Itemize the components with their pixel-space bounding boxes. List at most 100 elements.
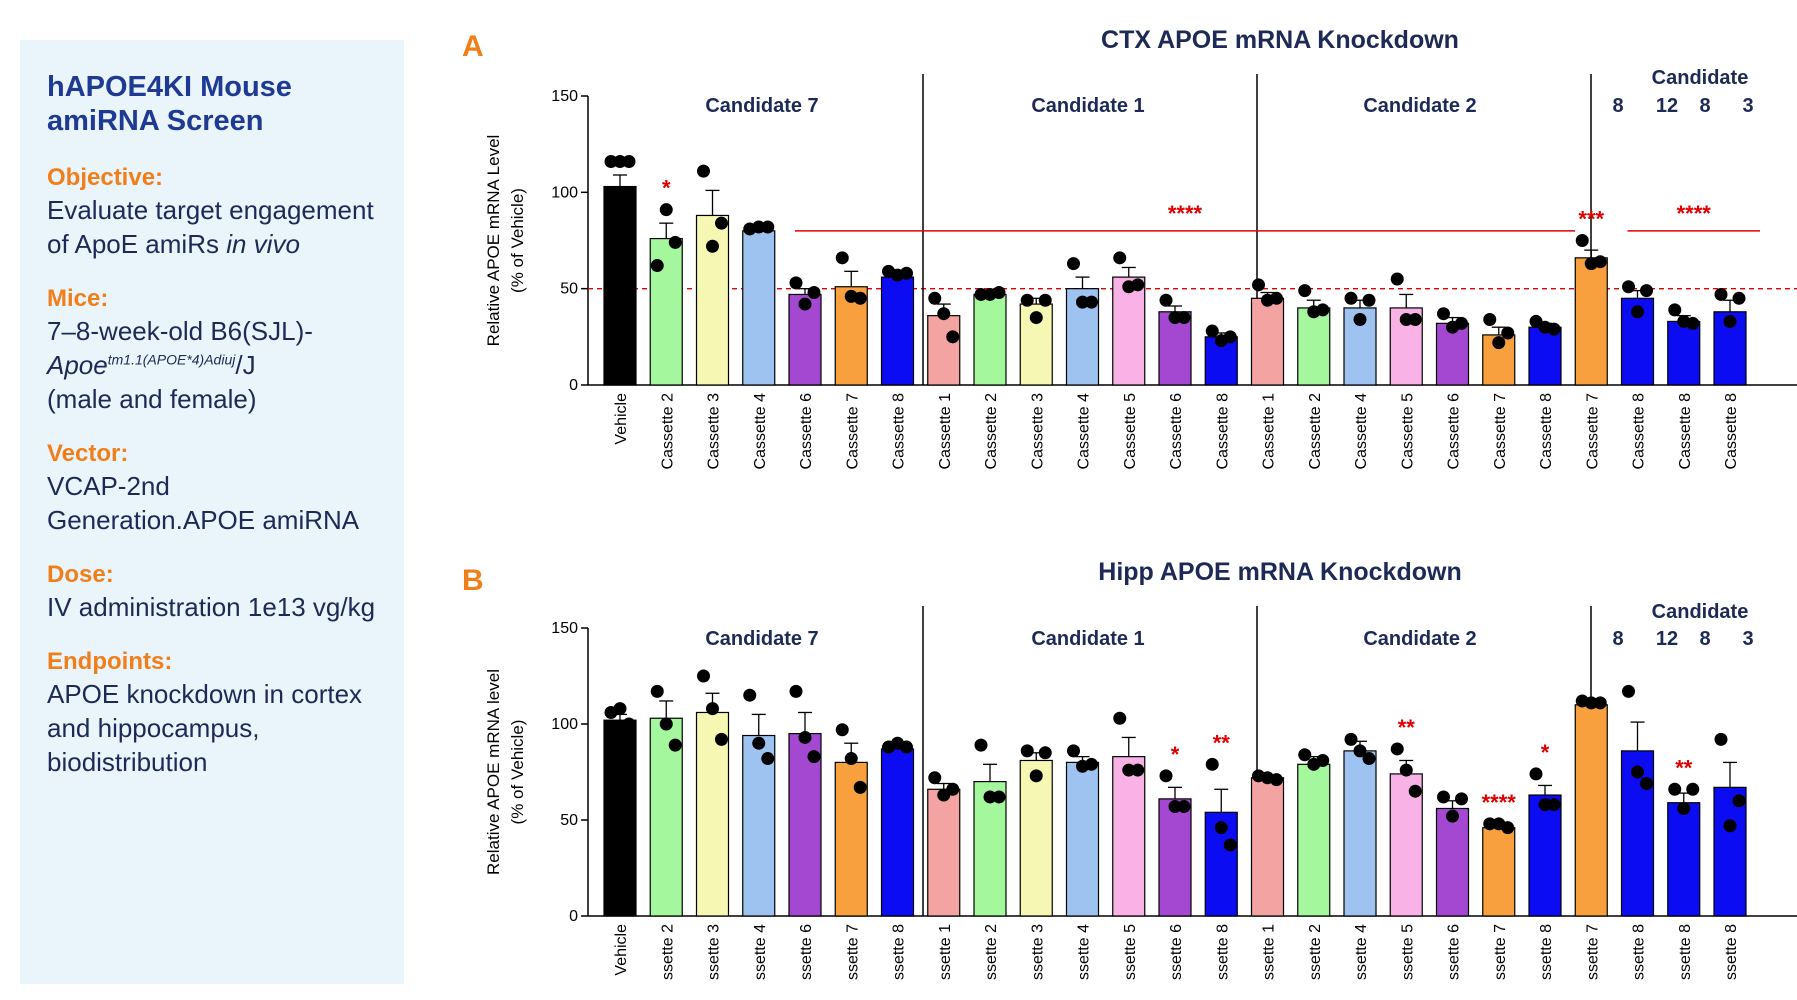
panel-b-data-point <box>761 752 775 766</box>
panel-b-x-tick-label-group: Vehicle <box>613 924 630 976</box>
panel-b-x-tick-label: ssette 8 <box>1677 924 1694 980</box>
mice-line-1: 7–8-week-old B6(SJL)- <box>47 316 313 346</box>
panel-a-data-point <box>604 155 618 169</box>
panel-b-x-tick-label-group: ssette 2 <box>1307 924 1324 980</box>
panel-a-data-point <box>1455 316 1468 330</box>
panel-a-group-label: Candidate 1 <box>1031 95 1144 117</box>
panel-b-x-tick-label-group: ssette 3 <box>706 924 723 980</box>
panel-b-group-label: Candidate 1 <box>1031 628 1144 650</box>
panel-a-data-point <box>789 276 803 290</box>
panel-a-y-axis-label: Relative APOE mRNA Level (% of Vehicle) <box>484 135 527 347</box>
mice-gene: Apoe <box>47 350 108 380</box>
panel-a-data-point <box>1723 314 1737 328</box>
panel-a-x-tick-label-group: Cassette 8 <box>1631 393 1648 470</box>
panel-b-bar <box>1250 777 1285 917</box>
panel-b-letter: B <box>462 564 484 597</box>
panel-a-x-tick-label-group: Cassette 7 <box>1584 393 1601 470</box>
panel-b-data-point <box>1168 800 1182 814</box>
panel-b-significance-mark: ** <box>1398 715 1416 740</box>
panel-b-data-point <box>743 688 757 702</box>
panel-b-significance-mark: **** <box>1482 790 1517 815</box>
panel-b-data-point <box>1159 769 1173 783</box>
panel-b-data-point <box>1113 711 1127 725</box>
panel-b-x-tick-label: ssette 5 <box>1399 924 1416 980</box>
panel-a-significance-mark: **** <box>1168 201 1203 226</box>
panel-b-data-point <box>1038 746 1052 760</box>
panel-b-data-point <box>1677 801 1691 815</box>
panel-a-x-tick-label: Cassette 3 <box>1029 393 1046 470</box>
panel-b-y-tick-label: 150 <box>551 620 578 637</box>
panel-b-x-tick-label: ssette 7 <box>1584 924 1601 980</box>
panel-b-data-point <box>853 780 867 794</box>
panel-a-data-point <box>1076 295 1089 309</box>
panel-b-x-tick-label-group: ssette 8 <box>1631 924 1648 980</box>
panel-b-bar <box>1574 704 1608 917</box>
panel-b-x-tick-label: ssette 8 <box>891 924 908 980</box>
panel-a-title: CTX APOE mRNA Knockdown <box>1101 26 1459 54</box>
panel-b-bar <box>1528 794 1562 917</box>
panel-b-data-point <box>1714 732 1728 746</box>
panel-b-data-point <box>1631 765 1644 779</box>
panel-b-x-tick-label: ssette 8 <box>1538 924 1555 980</box>
panel-b-data-point <box>1085 757 1098 771</box>
panel-a-x-tick-label: Cassette 8 <box>1723 393 1740 470</box>
panel-b-title: Hipp APOE mRNA Knockdown <box>1098 558 1461 586</box>
panel-b-significance-mark: ** <box>1213 730 1231 755</box>
panel-a-data-point <box>1029 311 1043 325</box>
panel-a-x-tick-label-group: Cassette 4 <box>752 393 769 470</box>
panel-a-x-tick-label: Cassette 6 <box>1446 393 1463 470</box>
panel-b-bar <box>1112 756 1146 917</box>
panel-a-x-tick-label-group: Cassette 2 <box>1307 393 1324 470</box>
panel-a-bar <box>742 230 776 386</box>
panel-a-bar <box>1667 320 1701 386</box>
panel-a-y-tick-label: 0 <box>569 377 578 394</box>
panel-b-data-point <box>622 717 636 731</box>
panel-a-data-point <box>1640 284 1653 298</box>
panel-b-data-point <box>1622 684 1635 698</box>
panel-b-data-point <box>1437 790 1450 804</box>
panel-b-data-point <box>1122 763 1136 777</box>
panel-a-bar <box>1574 257 1608 386</box>
mice-allele: tm1.1(APOE*4)Adiuj <box>107 351 236 368</box>
panel-a-group-sublabel: 12 <box>1656 95 1678 117</box>
panel-b-data-point <box>1723 819 1737 833</box>
panel-b-data-point <box>659 717 673 731</box>
panel-a-data-point <box>900 266 913 280</box>
panel-b-data-point <box>1686 782 1700 796</box>
panel-a-data-point <box>928 291 942 305</box>
panel-b-x-tick-label-group: ssette 6 <box>1446 924 1463 980</box>
panel-a-data-point <box>706 239 719 253</box>
panel-b-data-point <box>1399 763 1413 777</box>
panel-b-group-label: Candidate 2 <box>1363 628 1476 650</box>
panel-a-bar <box>603 185 637 386</box>
panel-b-data-point <box>668 738 682 752</box>
panel-a-x-tick-label: Cassette 1 <box>1261 393 1278 470</box>
panel-b-data-point <box>1640 777 1653 791</box>
panel-a-data-point <box>1501 326 1515 340</box>
panel-a-data-point <box>1131 278 1145 292</box>
panel-a-x-tick-label-group: Cassette 6 <box>798 393 815 470</box>
panel-a-x-tick-label: Cassette 7 <box>1584 393 1601 470</box>
panel-a-significance-mark: **** <box>1677 201 1712 226</box>
panel-a-x-tick-label: Cassette 7 <box>1492 393 1509 470</box>
panel-a-data-point <box>752 220 766 234</box>
panel-b-group-label: Candidate <box>1652 601 1749 623</box>
panel-b-data-point <box>1316 753 1330 767</box>
panel-a-x-tick-label: Cassette 2 <box>659 393 676 470</box>
panel-b-x-tick-label: ssette 6 <box>1168 924 1185 980</box>
panel-a-data-point <box>1622 280 1635 294</box>
panel-b-data-point <box>983 790 997 804</box>
panel-b-x-tick-label: ssette 2 <box>983 924 1000 980</box>
panel-b-data-point <box>1270 773 1283 787</box>
panel-b-x-tick-label-group: ssette 8 <box>891 924 908 980</box>
panel-b-x-tick-label: Vehicle <box>613 924 630 976</box>
panel-a-group-sublabel: 3 <box>1742 95 1753 117</box>
panel-a-data-point <box>1113 251 1127 265</box>
panel-b-y-tick-label: 100 <box>551 716 578 733</box>
panel-b-bar <box>1482 827 1516 917</box>
panel-a-significance-mark: *** <box>1578 207 1604 232</box>
panel-b-x-tick-label: ssette 2 <box>659 924 676 980</box>
objective-heading: Objective: <box>47 164 164 191</box>
panel-b-data-point <box>974 738 988 752</box>
